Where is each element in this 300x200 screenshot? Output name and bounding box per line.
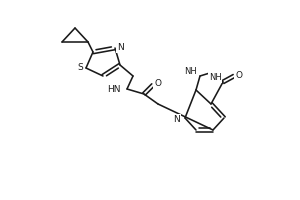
Text: HN: HN [107, 84, 121, 94]
Text: NH: NH [184, 66, 197, 75]
Text: N: N [117, 43, 123, 51]
Text: NH: NH [208, 72, 221, 82]
Text: S: S [77, 64, 83, 72]
Text: O: O [154, 78, 161, 88]
Text: N: N [173, 116, 180, 124]
Text: O: O [236, 72, 242, 80]
